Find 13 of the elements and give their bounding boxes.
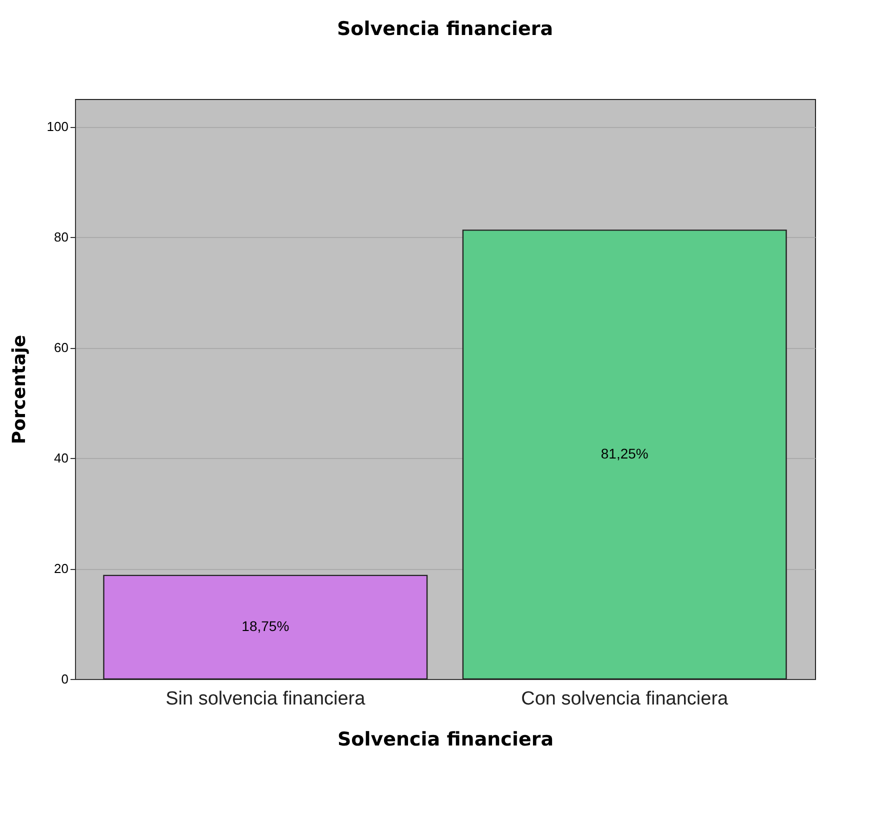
y-tick-label: 100 [46, 119, 68, 134]
x-tick-label: Con solvencia financiera [521, 688, 729, 710]
chart-title: Solvencia financiera [336, 18, 554, 40]
y-axis-title: Porcentaje [8, 334, 30, 444]
y-tick-label: 60 [54, 340, 68, 356]
x-axis-title: Solvencia financiera [337, 728, 554, 750]
y-tick-label: 80 [54, 230, 68, 245]
y-tick-label: 20 [54, 561, 68, 576]
y-tick-label: 0 [61, 672, 68, 686]
x-tick-label: Sin solvencia financiera [166, 688, 366, 710]
y-tick-label: 40 [54, 450, 68, 466]
data-label: 18,75% [242, 618, 290, 634]
data-label: 81,25% [600, 446, 648, 462]
